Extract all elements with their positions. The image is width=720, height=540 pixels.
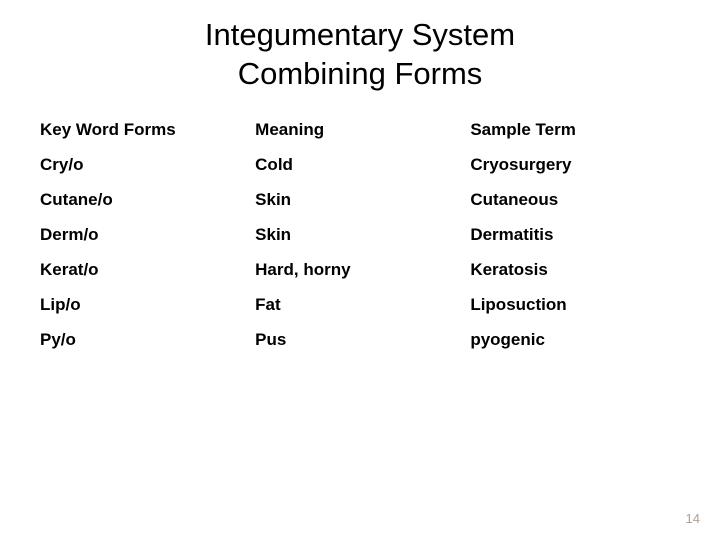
cell-key-word: Cry/o <box>34 147 249 182</box>
cell-sample: Dermatitis <box>464 217 686 252</box>
cell-key-word: Py/o <box>34 322 249 357</box>
cell-meaning: Pus <box>249 322 464 357</box>
cell-sample: Liposuction <box>464 287 686 322</box>
cell-meaning: Fat <box>249 287 464 322</box>
table-row: Lip/o Fat Liposuction <box>34 287 686 322</box>
cell-sample: Keratosis <box>464 252 686 287</box>
cell-key-word: Lip/o <box>34 287 249 322</box>
title-line-2: Combining Forms <box>238 56 483 91</box>
page-number: 14 <box>686 511 700 526</box>
slide-title: Integumentary System Combining Forms <box>0 0 720 94</box>
cell-key-word: Kerat/o <box>34 252 249 287</box>
cell-sample: Cutaneous <box>464 182 686 217</box>
table-row: Cutane/o Skin Cutaneous <box>34 182 686 217</box>
column-header-meaning: Meaning <box>249 112 464 147</box>
combining-forms-table: Key Word Forms Meaning Sample Term Cry/o… <box>34 112 686 358</box>
table-row: Cry/o Cold Cryosurgery <box>34 147 686 182</box>
table-row: Py/o Pus pyogenic <box>34 322 686 357</box>
cell-meaning: Cold <box>249 147 464 182</box>
cell-key-word: Derm/o <box>34 217 249 252</box>
column-header-sample-term: Sample Term <box>464 112 686 147</box>
cell-meaning: Skin <box>249 217 464 252</box>
column-header-key-word-forms: Key Word Forms <box>34 112 249 147</box>
table-row: Kerat/o Hard, horny Keratosis <box>34 252 686 287</box>
cell-key-word: Cutane/o <box>34 182 249 217</box>
title-line-1: Integumentary System <box>205 17 515 52</box>
cell-sample: pyogenic <box>464 322 686 357</box>
table-container: Key Word Forms Meaning Sample Term Cry/o… <box>0 94 720 358</box>
table-header-row: Key Word Forms Meaning Sample Term <box>34 112 686 147</box>
cell-meaning: Skin <box>249 182 464 217</box>
table-row: Derm/o Skin Dermatitis <box>34 217 686 252</box>
cell-sample: Cryosurgery <box>464 147 686 182</box>
cell-meaning: Hard, horny <box>249 252 464 287</box>
